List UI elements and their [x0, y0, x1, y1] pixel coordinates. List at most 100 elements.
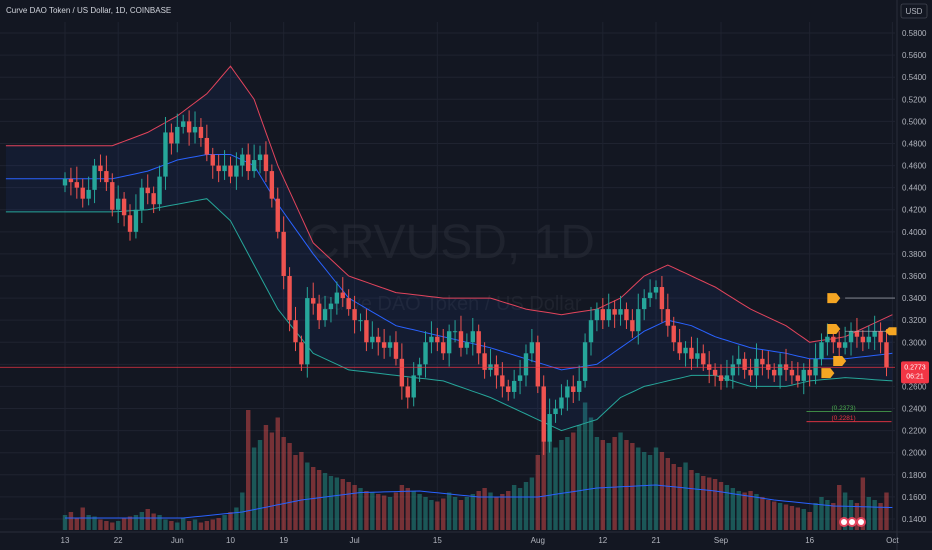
volume-bar — [730, 488, 736, 530]
currency-button[interactable]: USD — [900, 3, 928, 19]
volume-bar — [677, 467, 682, 530]
candle-body — [311, 298, 316, 304]
volume-bar — [665, 458, 671, 530]
volume-bar — [86, 515, 91, 530]
candle-body — [74, 182, 80, 188]
price-tick-label: 0.4200 — [902, 206, 927, 215]
candle-body — [795, 375, 801, 381]
candlesticks[interactable] — [62, 110, 889, 455]
volume-bar — [576, 425, 582, 530]
candle-body — [594, 309, 600, 321]
price-axis[interactable]: 0.5800 0.5600 0.5400 0.5200 0.5000 0.4800 0.46… — [902, 29, 927, 524]
volume-bar — [636, 447, 641, 530]
flag-icon[interactable] — [847, 517, 857, 527]
candle-body — [831, 336, 836, 343]
level-label: (0.2281) — [831, 415, 855, 422]
volume-bar — [571, 432, 576, 530]
time-tick-label: 15 — [433, 536, 442, 545]
volume-bar — [689, 470, 694, 530]
volume-bar — [470, 494, 475, 530]
candle-body — [281, 231, 286, 276]
volume-bar — [192, 519, 198, 530]
last-price-label: 0.2773 06:21 — [901, 361, 929, 384]
signal-marker — [821, 368, 835, 379]
candle-body — [547, 414, 552, 442]
price-tick-label: 0.5200 — [902, 95, 927, 104]
candle-body — [748, 369, 753, 376]
volume-bar — [683, 462, 688, 530]
volume-bar — [701, 476, 706, 530]
candle-body — [151, 193, 156, 205]
event-flags[interactable] — [839, 517, 866, 527]
candle-body — [192, 126, 198, 133]
candle-body — [222, 165, 227, 172]
time-tick-label: 12 — [598, 536, 607, 545]
volume-bar — [482, 488, 487, 530]
signal-marker — [827, 324, 841, 335]
price-tick-label: 0.4800 — [902, 139, 927, 148]
candle-body — [322, 309, 328, 321]
price-tick-label: 0.5400 — [902, 73, 927, 82]
volume-bar — [872, 500, 877, 530]
currency-button-label[interactable]: USD — [906, 7, 923, 16]
candle-body — [157, 176, 162, 205]
volume-bar — [328, 476, 334, 530]
price-tick-label: 0.2200 — [902, 427, 927, 436]
candle-body — [121, 198, 127, 216]
candle-body — [305, 298, 310, 365]
volume-bar — [257, 440, 263, 530]
candle-body — [458, 331, 464, 348]
candle-body — [506, 386, 511, 392]
candle-body — [701, 353, 706, 365]
axis-marker — [885, 327, 897, 336]
currency-button-frame[interactable] — [900, 3, 928, 19]
flag-icon[interactable] — [839, 517, 849, 527]
last-price-value: 0.2773 — [904, 364, 926, 371]
candle-body — [470, 331, 475, 343]
candle-body — [618, 309, 623, 315]
candle-body — [446, 331, 452, 354]
bollinger-band-fill — [5, 66, 893, 431]
candle-body — [523, 353, 529, 376]
volume-bar — [831, 503, 836, 530]
candle-body — [370, 336, 375, 343]
volume-bar — [464, 497, 470, 530]
volume-bar — [287, 443, 292, 530]
candle-body — [387, 342, 393, 348]
candle-body — [86, 189, 91, 199]
volume-bar — [547, 440, 552, 530]
candle-body — [110, 182, 115, 210]
volume-bar — [535, 455, 540, 530]
volume-bar — [62, 515, 68, 530]
volume-bar — [718, 482, 724, 530]
volume-bar — [612, 437, 617, 530]
candle-body — [228, 165, 233, 177]
volume-bar — [801, 509, 806, 530]
volume-ma-line — [65, 484, 893, 519]
candle-body — [541, 386, 546, 442]
flag-icon[interactable] — [856, 517, 866, 527]
candle-body — [624, 309, 629, 321]
candle-body — [712, 369, 718, 376]
candle-body — [115, 198, 121, 210]
volume-bar — [299, 452, 304, 530]
candle-body — [246, 154, 251, 172]
signal-marker — [833, 356, 847, 367]
volume-bar — [316, 470, 322, 530]
volume-bar — [181, 518, 186, 530]
price-tick-label: 0.2400 — [902, 405, 927, 414]
price-tick-label: 0.4600 — [902, 162, 927, 171]
time-axis[interactable]: 13 22 Jun 10 19 Jul 15 Aug 12 21 Sep 16 Oct — [61, 536, 900, 545]
candle-body — [411, 375, 416, 398]
candle-body — [819, 342, 824, 359]
candle-body — [789, 369, 795, 376]
bollinger-upper-line — [5, 65, 893, 343]
volume-bar — [866, 497, 871, 530]
candle-body — [269, 171, 275, 199]
candle-body — [866, 336, 871, 343]
volume-bar — [766, 500, 771, 530]
volume-bar — [228, 512, 233, 530]
candle-body — [334, 292, 340, 304]
